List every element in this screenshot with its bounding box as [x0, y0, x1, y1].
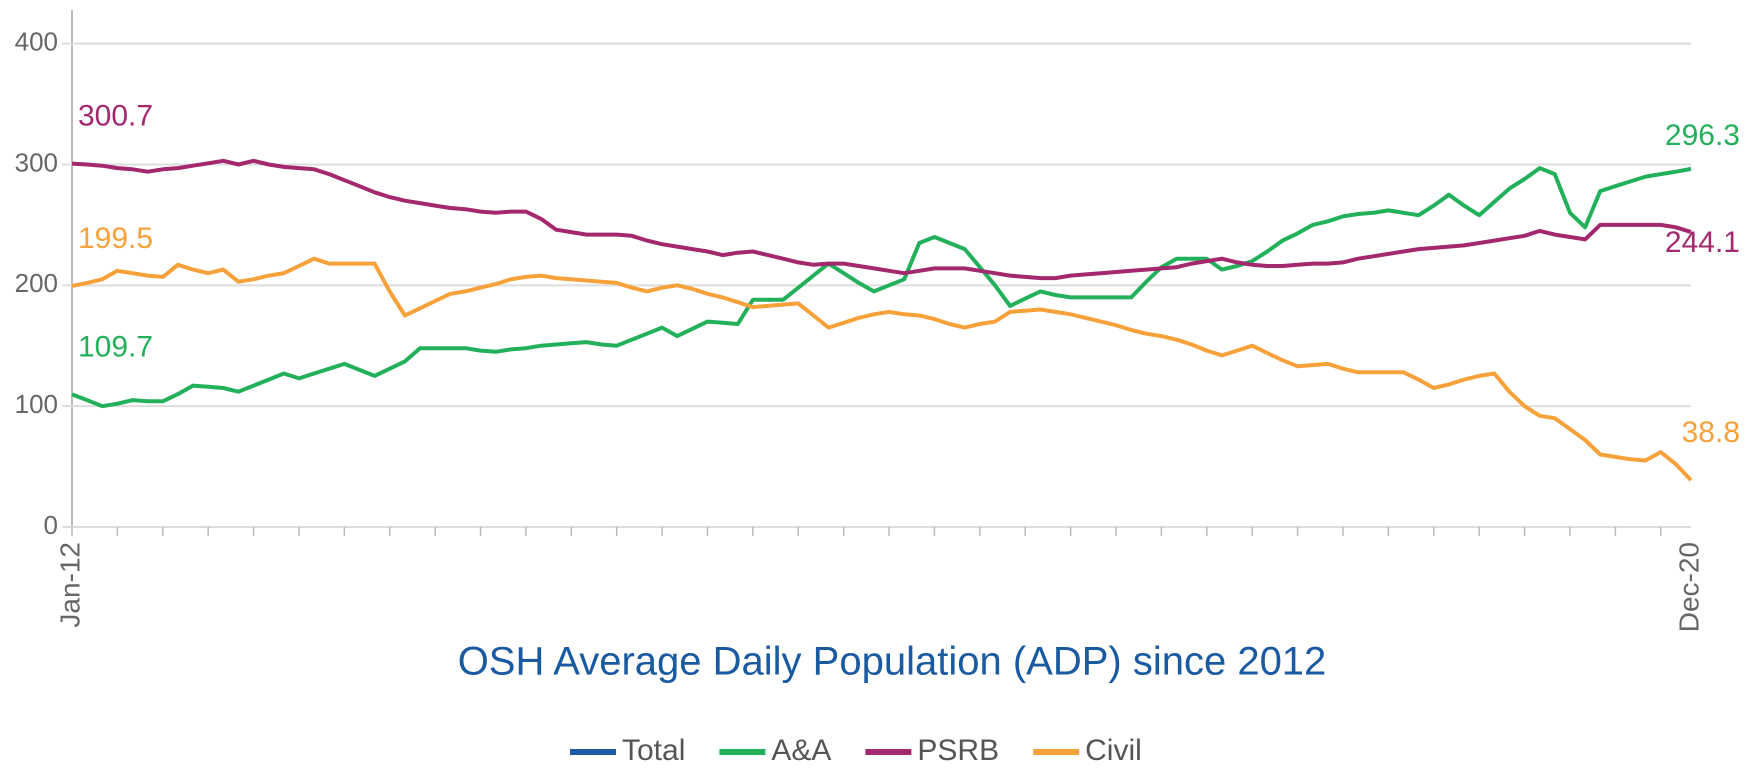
legend-label: Total	[622, 734, 685, 767]
data-label: 38.8	[1682, 416, 1740, 449]
series-line	[71, 256, 1693, 482]
y-tick-label: 400	[15, 27, 58, 57]
y-tick-label: 200	[15, 268, 58, 298]
x-tick-label: Dec-20	[1673, 542, 1704, 632]
data-label: 244.1	[1665, 226, 1740, 259]
y-tick-label: 0	[44, 510, 58, 540]
data-label: 199.5	[78, 222, 153, 255]
y-tick-label: 100	[15, 389, 58, 419]
x-tick-label: Jan-12	[54, 542, 85, 628]
data-label: 296.3	[1665, 119, 1740, 152]
y-tick-label: 300	[15, 147, 58, 177]
legend-label: Civil	[1085, 734, 1142, 767]
data-label: 109.7	[78, 330, 153, 363]
legend-label: PSRB	[917, 734, 999, 767]
legend-label: A&A	[771, 734, 831, 767]
chart-title: OSH Average Daily Population (ADP) since…	[458, 640, 1327, 684]
series-line	[71, 158, 1692, 281]
series-line	[71, 166, 1692, 409]
data-label: 300.7	[78, 100, 153, 133]
